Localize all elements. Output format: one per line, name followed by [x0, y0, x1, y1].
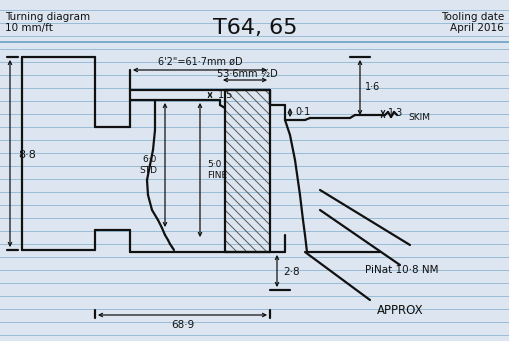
- Text: 1·5: 1·5: [218, 90, 233, 100]
- Text: Turning diagram: Turning diagram: [5, 12, 90, 22]
- Text: 1·3: 1·3: [388, 108, 403, 118]
- Text: APPROX: APPROX: [377, 303, 423, 316]
- Text: 6'2"=61·7mm øD: 6'2"=61·7mm øD: [158, 57, 242, 67]
- Text: Tooling date: Tooling date: [441, 12, 504, 22]
- Text: 2·8: 2·8: [283, 267, 300, 277]
- Text: 10 mm/ft: 10 mm/ft: [5, 23, 53, 33]
- Text: 53·6mm ½D: 53·6mm ½D: [217, 69, 277, 79]
- Text: T64, 65: T64, 65: [213, 18, 297, 38]
- Text: 6·0
STD: 6·0 STD: [139, 155, 157, 175]
- Text: SKIM: SKIM: [408, 114, 430, 122]
- Text: PiNat 10·8 NM: PiNat 10·8 NM: [365, 265, 438, 275]
- Text: 5·0
FINE: 5·0 FINE: [207, 160, 227, 180]
- Text: 8·8: 8·8: [18, 150, 36, 160]
- Text: April 2016: April 2016: [450, 23, 504, 33]
- Text: 0·1: 0·1: [295, 107, 310, 117]
- Text: 68·9: 68·9: [172, 320, 194, 330]
- Text: 1·6: 1·6: [365, 82, 380, 92]
